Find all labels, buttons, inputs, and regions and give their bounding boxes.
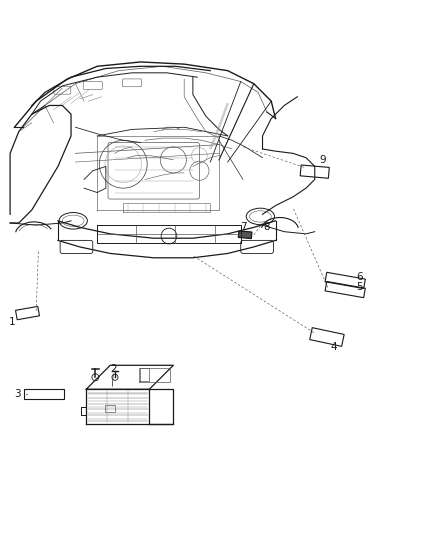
Polygon shape (238, 231, 252, 239)
Text: 7: 7 (240, 222, 246, 232)
Text: 8: 8 (264, 222, 270, 232)
Text: 1: 1 (9, 317, 16, 327)
Text: 6: 6 (356, 272, 363, 282)
Text: 5: 5 (356, 282, 363, 293)
Text: 3: 3 (14, 389, 21, 399)
Text: 2: 2 (110, 364, 117, 374)
Text: 4: 4 (330, 342, 337, 352)
Text: 9: 9 (319, 155, 326, 165)
